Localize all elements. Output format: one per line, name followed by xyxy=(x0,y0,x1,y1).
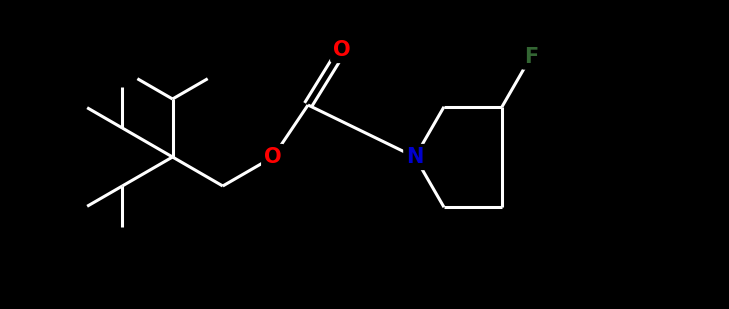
Text: O: O xyxy=(264,147,282,167)
Text: F: F xyxy=(524,47,538,66)
Text: N: N xyxy=(406,147,424,167)
Text: O: O xyxy=(333,40,351,60)
